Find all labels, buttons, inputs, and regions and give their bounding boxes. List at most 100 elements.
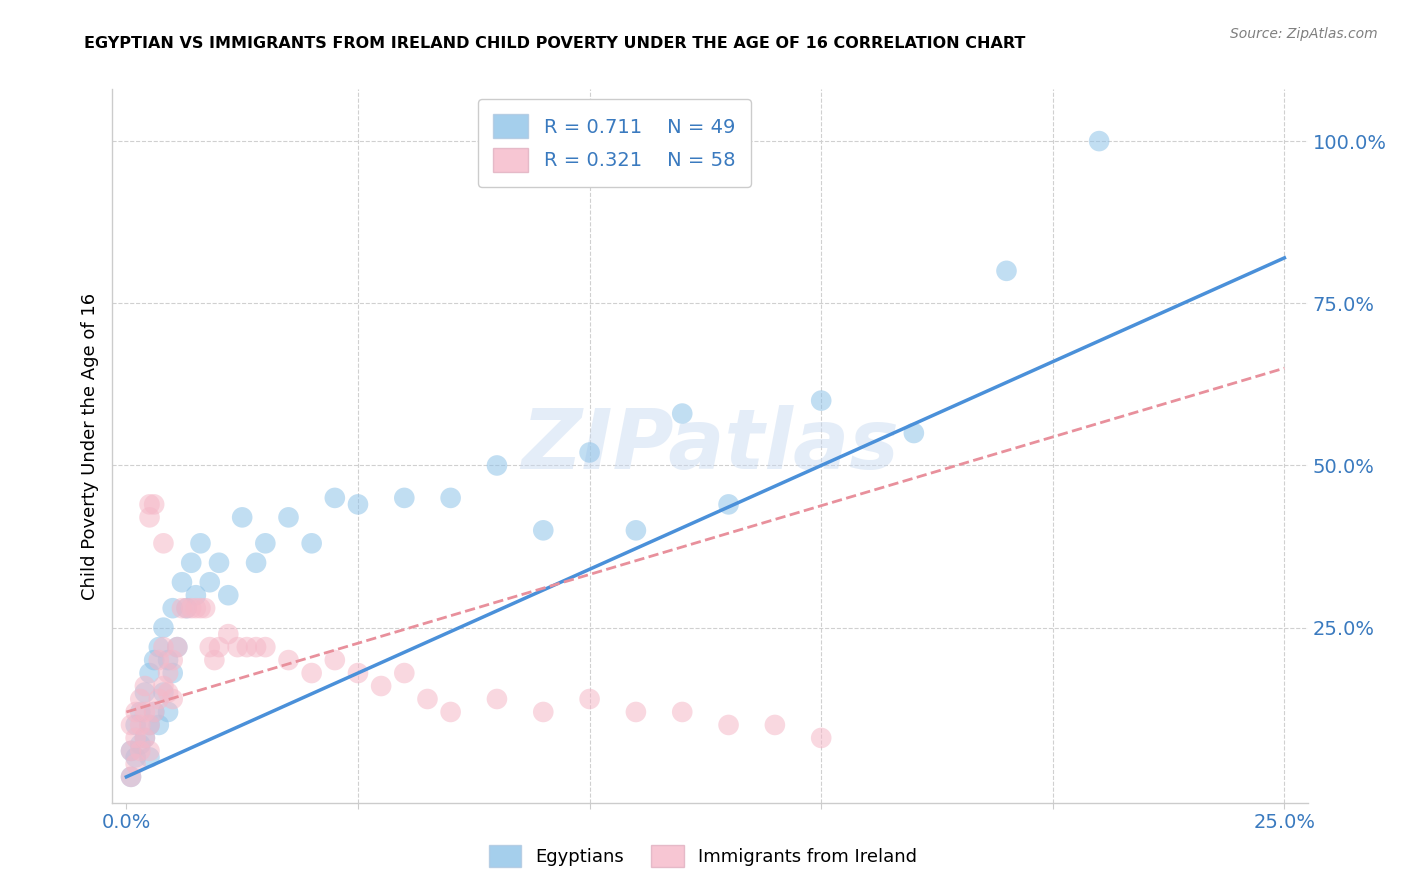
Text: EGYPTIAN VS IMMIGRANTS FROM IRELAND CHILD POVERTY UNDER THE AGE OF 16 CORRELATIO: EGYPTIAN VS IMMIGRANTS FROM IRELAND CHIL… [84, 36, 1026, 51]
Point [198, 640, 221, 654]
Point [162, 653, 184, 667]
Point [124, 705, 146, 719]
Point [152, 679, 174, 693]
Point [440, 705, 463, 719]
Point [624, 705, 647, 719]
Legend: R = 0.711    N = 49, R = 0.321    N = 58: R = 0.711 N = 49, R = 0.321 N = 58 [478, 99, 751, 187]
Point [394, 666, 416, 681]
Point [1088, 134, 1111, 148]
Point [190, 536, 212, 550]
Point [148, 653, 170, 667]
Point [208, 556, 231, 570]
Point [416, 692, 439, 706]
Point [184, 601, 207, 615]
Point [129, 738, 152, 752]
Point [323, 491, 346, 505]
Point [152, 621, 174, 635]
Point [671, 705, 693, 719]
Point [152, 536, 174, 550]
Point [245, 556, 267, 570]
Point [217, 588, 239, 602]
Point [129, 744, 152, 758]
Point [124, 731, 146, 745]
Point [671, 407, 693, 421]
Point [170, 601, 193, 615]
Point [254, 640, 277, 654]
Point [138, 718, 160, 732]
Point [124, 718, 146, 732]
Point [152, 640, 174, 654]
Point [134, 705, 156, 719]
Point [176, 601, 198, 615]
Point [301, 536, 323, 550]
Y-axis label: Child Poverty Under the Age of 16: Child Poverty Under the Age of 16 [80, 293, 98, 599]
Point [717, 718, 740, 732]
Point [162, 666, 184, 681]
Point [180, 556, 202, 570]
Point [129, 718, 152, 732]
Point [124, 756, 146, 771]
Point [162, 601, 184, 615]
Point [166, 640, 188, 654]
Point [152, 685, 174, 699]
Point [143, 705, 166, 719]
Point [143, 705, 166, 719]
Point [120, 744, 142, 758]
Point [236, 640, 259, 654]
Point [120, 770, 142, 784]
Point [162, 692, 184, 706]
Point [143, 497, 166, 511]
Text: ZIPatlas: ZIPatlas [522, 406, 898, 486]
Point [245, 640, 267, 654]
Point [138, 497, 160, 511]
Point [157, 653, 180, 667]
Point [176, 601, 198, 615]
Point [134, 731, 156, 745]
Point [763, 718, 786, 732]
Point [903, 425, 925, 440]
Point [301, 666, 323, 681]
Point [198, 575, 221, 590]
Point [157, 705, 180, 719]
Point [810, 393, 832, 408]
Point [124, 750, 146, 764]
Point [129, 692, 152, 706]
Point [143, 653, 166, 667]
Point [138, 750, 160, 764]
Point [120, 718, 142, 732]
Point [138, 744, 160, 758]
Point [166, 640, 188, 654]
Point [138, 666, 160, 681]
Point [134, 731, 156, 745]
Point [129, 705, 152, 719]
Point [184, 588, 207, 602]
Point [531, 524, 554, 538]
Point [277, 510, 299, 524]
Point [531, 705, 554, 719]
Point [134, 685, 156, 699]
Point [120, 744, 142, 758]
Point [190, 601, 212, 615]
Point [347, 666, 370, 681]
Point [217, 627, 239, 641]
Point [138, 718, 160, 732]
Point [148, 640, 170, 654]
Point [148, 718, 170, 732]
Point [157, 685, 180, 699]
Point [810, 731, 832, 745]
Point [394, 491, 416, 505]
Point [578, 445, 600, 459]
Text: Source: ZipAtlas.com: Source: ZipAtlas.com [1230, 27, 1378, 41]
Point [323, 653, 346, 667]
Point [717, 497, 740, 511]
Point [138, 510, 160, 524]
Point [995, 264, 1018, 278]
Point [202, 653, 225, 667]
Point [170, 575, 193, 590]
Point [226, 640, 249, 654]
Point [578, 692, 600, 706]
Point [194, 601, 217, 615]
Point [624, 524, 647, 538]
Point [120, 770, 142, 784]
Point [157, 666, 180, 681]
